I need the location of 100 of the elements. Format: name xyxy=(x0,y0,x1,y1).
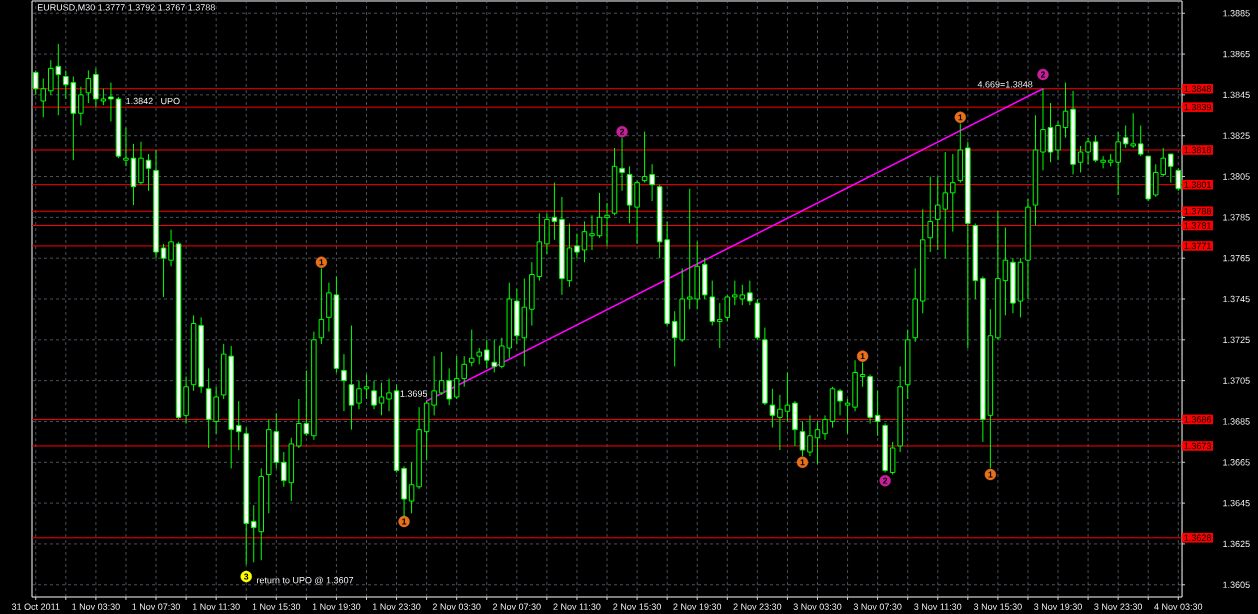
candlestick xyxy=(904,329,911,400)
x-tick-label: 3 Nov 03:30 xyxy=(793,603,842,610)
candlestick xyxy=(581,220,588,263)
y-tick-label: 1.3865 xyxy=(1223,50,1250,58)
annotation: 2 xyxy=(883,477,888,484)
candlestick xyxy=(762,327,768,406)
y-tick-label: 1.3725 xyxy=(1223,336,1250,344)
candlestick xyxy=(927,176,933,253)
x-tick-label: 4 Nov 03:30 xyxy=(1154,603,1203,610)
y-tick-label: 1.3825 xyxy=(1223,132,1250,139)
candlestick xyxy=(596,192,603,239)
candlestick xyxy=(123,127,129,167)
annotation: return to UPO @ 1.3607 xyxy=(257,576,354,585)
candlestick xyxy=(311,331,317,441)
y-tick-label: 1.3645 xyxy=(1223,499,1250,507)
candlestick xyxy=(784,371,791,422)
x-tick-label: 3 Nov 07:30 xyxy=(853,603,902,610)
candlestick xyxy=(574,233,580,259)
x-tick-label: 3 Nov 15:30 xyxy=(973,603,1022,610)
ref-line-label: 1.3801 xyxy=(1184,181,1211,188)
candlestick xyxy=(348,325,355,431)
annotation: 2 xyxy=(619,128,625,135)
annotation: 1 xyxy=(402,518,407,525)
candlestick xyxy=(867,374,873,424)
ref-line-label: 1.3686 xyxy=(1184,416,1211,423)
ref-line-label: 1.3839 xyxy=(1184,103,1211,111)
candlestick xyxy=(634,180,640,245)
candlestick xyxy=(401,465,407,518)
candlestick xyxy=(709,280,716,327)
candlestick xyxy=(183,376,189,424)
y-tick-label: 1.3805 xyxy=(1223,173,1250,180)
candlestick xyxy=(378,382,385,416)
candlestick xyxy=(769,388,776,429)
y-tick-label: 1.3705 xyxy=(1223,377,1250,384)
candlestick xyxy=(950,153,956,233)
candlestick xyxy=(814,420,821,465)
annotation: 2 xyxy=(1040,71,1046,78)
x-tick-label: 31 Oct 2011 xyxy=(11,603,60,610)
candlestick xyxy=(777,394,783,451)
candlestick xyxy=(1032,114,1039,227)
candlestick xyxy=(919,208,926,314)
candlestick xyxy=(168,229,174,267)
x-tick-label: 1 Nov 07:30 xyxy=(132,603,180,610)
x-tick-label: 3 Nov 19:30 xyxy=(1034,603,1082,610)
x-tick-label: 1 Nov 03:30 xyxy=(72,603,120,610)
y-tick-label: 1.3785 xyxy=(1223,214,1250,221)
candlestick xyxy=(626,165,633,224)
candlestick xyxy=(957,122,964,184)
candlestick xyxy=(371,380,377,410)
annotation: 1 xyxy=(958,114,963,121)
x-tick-label: 1 Nov 11:30 xyxy=(192,603,240,610)
candlestick xyxy=(356,380,362,410)
x-tick-label: 2 Nov 03:30 xyxy=(432,603,481,610)
candlestick xyxy=(1085,137,1091,165)
candlestick xyxy=(559,196,565,296)
x-tick-label: 2 Nov 07:30 xyxy=(493,603,541,610)
ref-line-label: 1.3848 xyxy=(1184,85,1211,92)
y-tick-label: 1.3685 xyxy=(1223,418,1250,425)
candlestick xyxy=(1070,90,1076,175)
candlestick xyxy=(972,222,979,300)
y-tick-label: 1.3605 xyxy=(1223,581,1250,588)
candlestick xyxy=(792,400,798,447)
candlestick xyxy=(85,69,92,104)
x-tick-label: 3 Nov 11:30 xyxy=(914,603,962,610)
candlestick xyxy=(318,267,325,345)
annotation: 4.669=1.3848 xyxy=(977,81,1033,88)
candlestick xyxy=(717,302,723,349)
ref-line-label: 1.3628 xyxy=(1184,534,1211,541)
candlestick xyxy=(78,86,84,126)
y-tick-label: 1.3745 xyxy=(1223,295,1250,303)
candlestick xyxy=(153,149,159,259)
annotation: 1.3842 xyxy=(126,97,153,105)
candlestick xyxy=(145,153,152,192)
candlestick xyxy=(852,359,858,412)
ref-line-label: 1.3771 xyxy=(1184,242,1211,250)
annotation: 1 xyxy=(860,353,865,360)
candlestick xyxy=(341,353,347,412)
candlestick xyxy=(1017,257,1024,318)
candlestick xyxy=(619,137,625,192)
candlestick xyxy=(1062,82,1069,139)
candlestick xyxy=(130,143,137,206)
annotation: 1 xyxy=(988,471,993,478)
x-tick-label: 2 Nov 15:30 xyxy=(613,603,661,610)
x-tick-label: 2 Nov 23:30 xyxy=(733,603,782,610)
x-tick-label: 1 Nov 15:30 xyxy=(252,603,301,610)
candlestick xyxy=(416,406,422,490)
candlestick xyxy=(859,361,866,388)
y-tick-label: 1.3765 xyxy=(1223,254,1250,262)
candlestick xyxy=(837,388,843,416)
ref-line-label: 1.3673 xyxy=(1184,442,1211,450)
candlestick xyxy=(108,82,114,122)
y-tick-label: 1.3665 xyxy=(1223,459,1250,466)
y-tick-label: 1.3845 xyxy=(1223,91,1250,99)
candlestick xyxy=(874,390,881,437)
chart-title: EURUSD,M30 1.3777 1.3792 1.3767 1.3788 xyxy=(37,4,215,12)
candlestick xyxy=(1010,257,1016,314)
candlestick xyxy=(93,67,99,108)
candlestick xyxy=(363,374,370,400)
candlestick xyxy=(1055,120,1061,161)
candlestick xyxy=(386,378,392,412)
